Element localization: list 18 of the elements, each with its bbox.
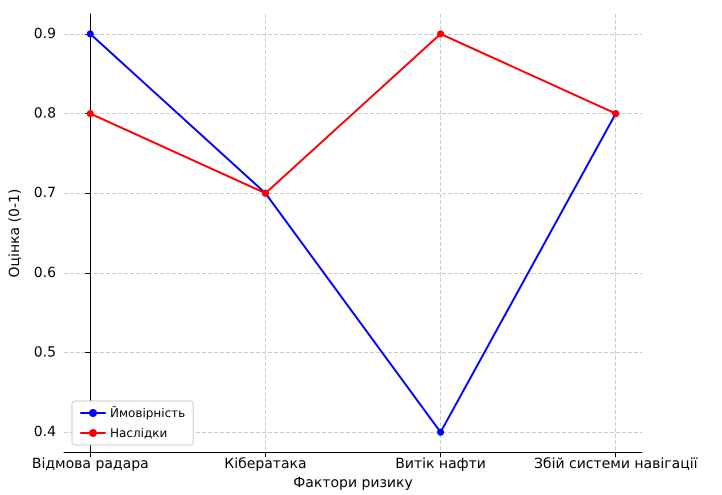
x-tick-label: Збій системи навігації [534,456,698,472]
y-tick-label: 0.7 [34,185,56,202]
x-tick-label: Кібератака [224,456,307,472]
y-tick-label: 0.4 [34,424,56,440]
point [437,428,444,436]
y-axis-title: Оцінка (0-1) [7,188,23,278]
y-tick-label: 0.8 [34,106,56,122]
point [437,30,444,38]
point [86,30,94,38]
y-tick-label: 0.5 [34,344,56,361]
legend-label: Наслідки [110,426,168,440]
x-tick-label: Витік нафти [395,456,486,472]
x-axis-title: Фактори ризику [293,475,413,491]
x-tick-label: Відмова радара [32,456,149,472]
legend-label: Ймовірність [110,405,186,420]
point [86,110,94,118]
y-tick-label: 0.6 [34,264,56,281]
y-tick-label: 0.9 [34,26,56,42]
